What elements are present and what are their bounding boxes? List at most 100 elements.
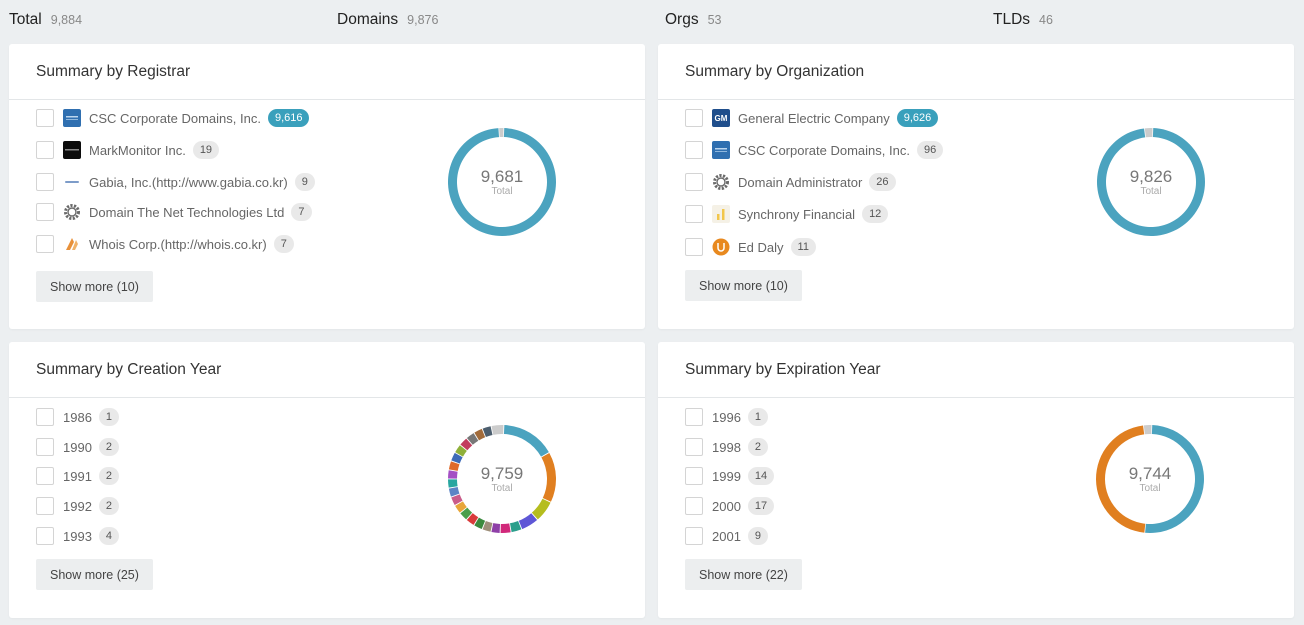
show-more-button[interactable]: Show more (25)	[36, 559, 153, 590]
checkbox[interactable]	[36, 438, 54, 456]
donut-chart: 9,759 Total	[442, 419, 562, 539]
item-label[interactable]: CSC Corporate Domains, Inc.	[738, 142, 910, 158]
donut-segment[interactable]	[448, 486, 460, 497]
stat-label: Domains	[337, 11, 399, 28]
checkbox[interactable]	[685, 527, 703, 545]
donut-segment[interactable]	[491, 523, 501, 533]
donut-segment[interactable]	[460, 438, 473, 451]
checkbox[interactable]	[685, 408, 703, 426]
donut-segment[interactable]	[509, 521, 522, 533]
donut-segment[interactable]	[1145, 425, 1204, 533]
show-more-button[interactable]: Show more (22)	[685, 559, 802, 590]
item-label[interactable]: 1996	[712, 409, 741, 425]
item-label[interactable]: 1991	[63, 468, 92, 484]
item-label[interactable]: Domain Administrator	[738, 174, 863, 190]
donut-segment[interactable]	[1097, 128, 1205, 236]
stat-tlds: TLDs 46	[993, 11, 1053, 29]
donut-segment[interactable]	[482, 520, 493, 532]
item-label[interactable]: 1999	[712, 468, 741, 484]
checkbox[interactable]	[685, 497, 703, 515]
checkbox[interactable]	[36, 467, 54, 485]
item-label[interactable]: General Electric Company	[738, 110, 890, 126]
csc-logo-icon	[712, 141, 730, 159]
item-label[interactable]: 1986	[63, 409, 92, 425]
donut-segment[interactable]	[460, 507, 473, 520]
item-label[interactable]: 1992	[63, 498, 92, 514]
checkbox[interactable]	[36, 497, 54, 515]
donut-segment[interactable]	[491, 425, 504, 435]
ed-daly-logo-icon	[712, 238, 730, 256]
checkbox[interactable]	[685, 205, 703, 223]
checkbox[interactable]	[685, 238, 703, 256]
gm-logo-icon: GM	[712, 109, 730, 127]
checkbox[interactable]	[36, 141, 54, 159]
item-label[interactable]: MarkMonitor Inc.	[89, 142, 186, 158]
count-badge: 7	[273, 235, 294, 253]
stat-value: 9,876	[407, 13, 439, 27]
donut-segment[interactable]	[1096, 425, 1146, 533]
checkbox[interactable]	[685, 141, 703, 159]
item-label[interactable]: 2001	[712, 528, 741, 544]
count-badge: 1	[747, 408, 769, 426]
donut-segment[interactable]	[503, 425, 549, 457]
count-badge: 96	[916, 141, 944, 159]
checkbox[interactable]	[685, 438, 703, 456]
gear-icon	[712, 173, 730, 191]
checkbox[interactable]	[36, 203, 54, 221]
checkbox[interactable]	[36, 408, 54, 426]
item-label[interactable]: CSC Corporate Domains, Inc.	[89, 110, 261, 126]
checkbox[interactable]	[685, 109, 703, 127]
checkbox[interactable]	[36, 235, 54, 253]
donut-segment[interactable]	[448, 470, 458, 479]
checkbox[interactable]	[685, 173, 703, 191]
donut-segment[interactable]	[455, 445, 467, 457]
gear-icon	[63, 203, 81, 221]
stat-label: Total	[9, 11, 42, 28]
donut-segment[interactable]	[1144, 128, 1153, 138]
list-item: Synchrony Financial 12	[685, 204, 889, 224]
item-label[interactable]: Whois Corp.(http://whois.co.kr)	[89, 236, 267, 252]
checkbox[interactable]	[36, 527, 54, 545]
donut-svg	[448, 128, 556, 236]
item-label[interactable]: 1993	[63, 528, 92, 544]
checkbox[interactable]	[685, 467, 703, 485]
donut-segment[interactable]	[499, 128, 504, 138]
donut-segment[interactable]	[466, 433, 479, 445]
donut-segment[interactable]	[531, 498, 551, 520]
item-label[interactable]: 1998	[712, 439, 741, 455]
donut-segment[interactable]	[500, 523, 511, 533]
donut-segment[interactable]	[451, 452, 463, 464]
donut-segment[interactable]	[1143, 425, 1152, 435]
count-badge: 9	[294, 173, 315, 191]
donut-segment[interactable]	[448, 461, 460, 471]
item-label[interactable]: 1990	[63, 439, 92, 455]
donut-segment[interactable]	[474, 428, 486, 441]
donut-segment[interactable]	[474, 517, 486, 530]
checkbox[interactable]	[36, 173, 54, 191]
show-more-button[interactable]: Show more (10)	[36, 271, 153, 302]
donut-segment[interactable]	[518, 513, 538, 530]
count-badge: 1	[98, 408, 120, 426]
donut-segment[interactable]	[455, 501, 467, 513]
item-label[interactable]: 2000	[712, 498, 741, 514]
donut-segment[interactable]	[541, 452, 556, 502]
item-label[interactable]: Domain The Net Technologies Ltd	[89, 204, 285, 220]
item-label[interactable]: Ed Daly	[738, 239, 784, 255]
list-item: CSC Corporate Domains, Inc. 96	[685, 140, 944, 160]
donut-segment[interactable]	[451, 494, 463, 506]
checkbox[interactable]	[36, 109, 54, 127]
item-label[interactable]: Gabia, Inc.(http://www.gabia.co.kr)	[89, 174, 288, 190]
count-badge: 2	[747, 438, 769, 456]
donut-segment[interactable]	[448, 479, 458, 488]
card-title: Summary by Expiration Year	[658, 342, 1294, 398]
count-badge: 9,626	[896, 109, 939, 127]
count-badge: 2	[98, 438, 120, 456]
list-item: 1999 14	[685, 466, 775, 486]
stat-label: TLDs	[993, 11, 1031, 28]
donut-segment[interactable]	[482, 426, 493, 437]
donut-segment[interactable]	[448, 128, 556, 236]
gabia-logo-icon	[63, 173, 81, 191]
donut-segment[interactable]	[466, 513, 479, 525]
show-more-button[interactable]: Show more (10)	[685, 270, 802, 301]
item-label[interactable]: Synchrony Financial	[738, 206, 856, 222]
